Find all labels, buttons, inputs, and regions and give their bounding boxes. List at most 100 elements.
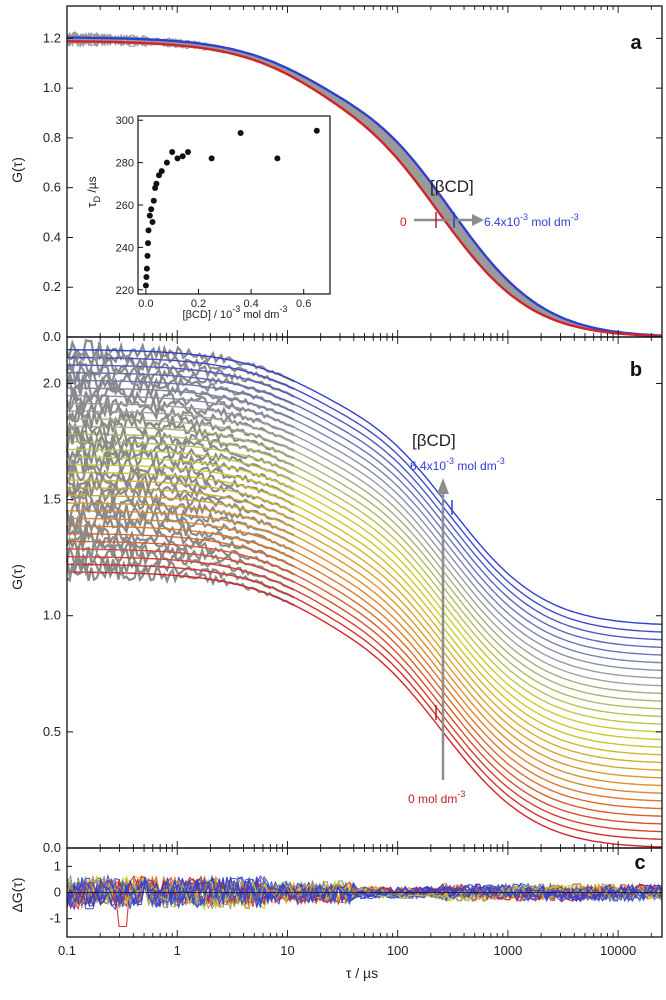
panel-b-noise-29 [66,338,295,383]
panel-b-noise-14 [66,451,295,498]
inset-point-21 [274,155,281,162]
panel-a-start-label: 0 [400,215,407,229]
panel-a-series-20 [66,36,663,337]
inset-point-20 [237,130,244,136]
panel-a-ytick-label-1: 0.2 [43,279,61,294]
panel-b-betacd-label: [βCD] [412,431,456,450]
panel-b-noise-11 [65,476,295,522]
panel-b-bottom-label-main: 0 mol dm [408,792,457,806]
panel-b-series-8 [67,510,663,787]
panel-b-noise-22 [65,393,295,437]
panel-b-noise-20 [66,407,295,452]
panel-b-series-13 [67,471,663,748]
panel-c-ytick-label-2: 1 [54,858,61,873]
inset-xlabel-suffix: mol dm [240,309,279,321]
panel-b-series-4 [66,540,663,817]
panel-b-series-21 [66,410,663,687]
panel-b-series-22 [67,402,663,679]
inset-ytick-label-1: 240 [116,242,134,254]
inset-point-3 [144,252,151,259]
panel-a-end-label-suffix-exp: -3 [571,212,579,222]
panel-b-series-15 [67,456,663,733]
panel-b-series-3 [67,548,663,825]
panel-a-ytick-label-2: 0.4 [43,229,61,244]
inset-point-2 [143,265,150,272]
inset-xlabel-exp: -3 [232,304,240,314]
panel-b-ytick-label-3: 1.5 [43,492,61,507]
panel-b-series-16 [67,448,663,725]
panel-c-ytick-label-1: 0 [54,885,61,900]
panel-a-ytick-label-0: 0.0 [43,329,61,344]
panel-b-series-23 [67,395,663,672]
inset-ylabel-unit: /µs [85,176,99,196]
inset-point-14 [163,159,170,166]
panel-b-noise-5 [65,521,295,568]
frames-layer [66,5,663,938]
panel-b-ylabel: G(τ) [9,564,25,590]
panel-b-top-label-suffix: mol dm [454,459,497,473]
inset-ylabel-sub: D [92,195,102,202]
inset-xlabel-prefix: [βCD] / 10 [183,309,233,321]
inset-xlabel-suffix-exp: -3 [279,304,287,314]
panel-b-top-label-suffix-exp: -3 [497,456,505,466]
inset-xtick-label-0: 0.0 [138,298,153,310]
inset-xtick-label-3: 0.6 [296,298,311,310]
inset-point-6 [146,212,153,219]
panel-b-series-14 [67,464,663,741]
panel-c-residual-26 [66,875,663,906]
panel-b-noise-4 [65,532,295,576]
panel-b-series-6 [67,525,663,802]
panel-a-ylabel: G(τ) [9,157,25,183]
panel-b-top-label-prefix: 6.4x10 [410,459,446,473]
panel-b-noise-10 [65,480,295,529]
panel-c-letter: c [634,852,645,874]
curves-layer [65,31,663,928]
inset-point-16 [174,155,181,162]
panel-b-noise-8 [65,499,295,545]
panel-b-series-11 [67,487,663,764]
panel-b-series-27 [66,364,663,641]
panel-b-arrow-head [437,478,449,494]
inset-ylabel: τD /µs [84,176,102,207]
x-tick-label-0: 0.1 [58,943,76,958]
panel-b-series-25 [67,379,663,656]
panel-c-residual-23 [66,874,663,911]
panel-b-series-18 [67,433,663,710]
inset-ylabel-main: τ [84,202,99,208]
x-tick-label-2: 10 [280,943,294,958]
panel-a-ytick-label-4: 0.8 [43,130,61,145]
inset-point-22 [313,127,320,134]
panel-b-series-5 [67,533,663,810]
panel-a-series-0 [67,40,663,338]
panel-b-series-26 [67,372,663,649]
panel-b-letter: b [630,359,642,381]
panel-a-end-label-exp: -3 [520,212,528,222]
inset-ytick-label-4: 300 [116,115,134,127]
panel-c-ytick-label-0: -1 [49,911,61,926]
panel-b-series-7 [66,517,663,794]
inset-ytick-label-0: 220 [116,285,134,297]
text-layer: a b c G(τ) G(τ) ΔG(τ) τ / µs [βCD] 0 6.4… [9,30,646,981]
panel-b-ytick-label-2: 1.0 [43,608,61,623]
inset-point-7 [148,206,155,213]
inset-point-13 [158,168,165,175]
panel-b-series-24 [66,387,663,664]
x-tick-label-3: 100 [387,943,409,958]
panel-c-ylabel: ΔG(τ) [9,877,25,912]
panel-a-arrow-head [472,214,484,226]
x-tick-label-1: 1 [174,943,181,958]
panel-b-ytick-label-1: 0.5 [43,724,61,739]
panel-b-bottom-label: 0 mol dm-3 [408,789,465,806]
panel-b-series-12 [67,479,663,756]
inset-ytick-label-3: 280 [116,158,134,170]
panel-b-series-29 [67,349,663,625]
panel-b-bottom-label-exp: -3 [457,789,465,799]
inset-frame [137,115,331,295]
panel-a-end-label-prefix: 6.4x10 [484,215,520,229]
inset-ytick-label-2: 260 [116,200,134,212]
panel-a-ytick-label-5: 1.0 [43,80,61,95]
panel-b-noise-25 [65,370,295,414]
panel-c-residual-18 [66,877,663,910]
panel-b-series-10 [66,494,663,771]
